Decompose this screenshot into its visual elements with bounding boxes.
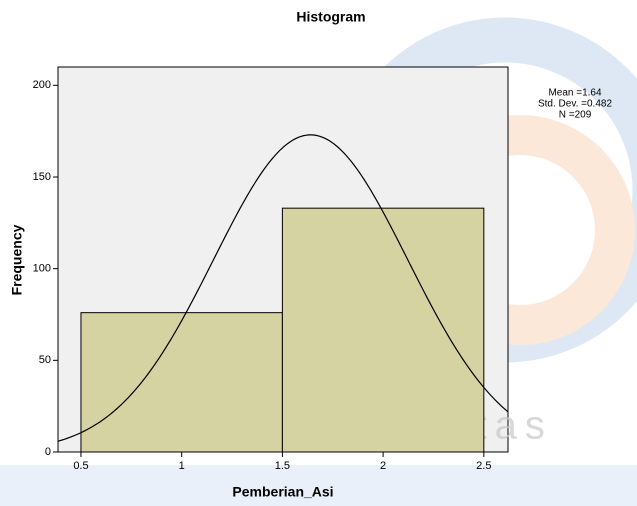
x-tick-label: 1 [179,460,185,472]
stat-n: N =209 [559,110,592,121]
y-tick-label: 200 [33,79,51,91]
x-tick-label: 1.5 [275,460,290,472]
y-tick-label: 0 [45,446,51,458]
y-tick-label: 150 [33,171,51,183]
bar [80,312,283,453]
stat-sd: Std. Dev. =0.482 [538,99,612,110]
stat-mean: Mean =1.64 [548,88,602,99]
y-axis-label: Frequency [9,224,25,295]
normal-curve [57,134,509,442]
bar [281,207,485,453]
x-tick-label: 0.5 [73,460,88,472]
x-tick-label: 2 [380,460,386,472]
y-tick-label: 50 [39,354,51,366]
y-tick-label: 100 [33,263,51,275]
x-axis-label: Pemberian_Asi [232,484,333,500]
x-tick-label: 2.5 [476,460,491,472]
chart-title: Histogram [296,9,365,25]
